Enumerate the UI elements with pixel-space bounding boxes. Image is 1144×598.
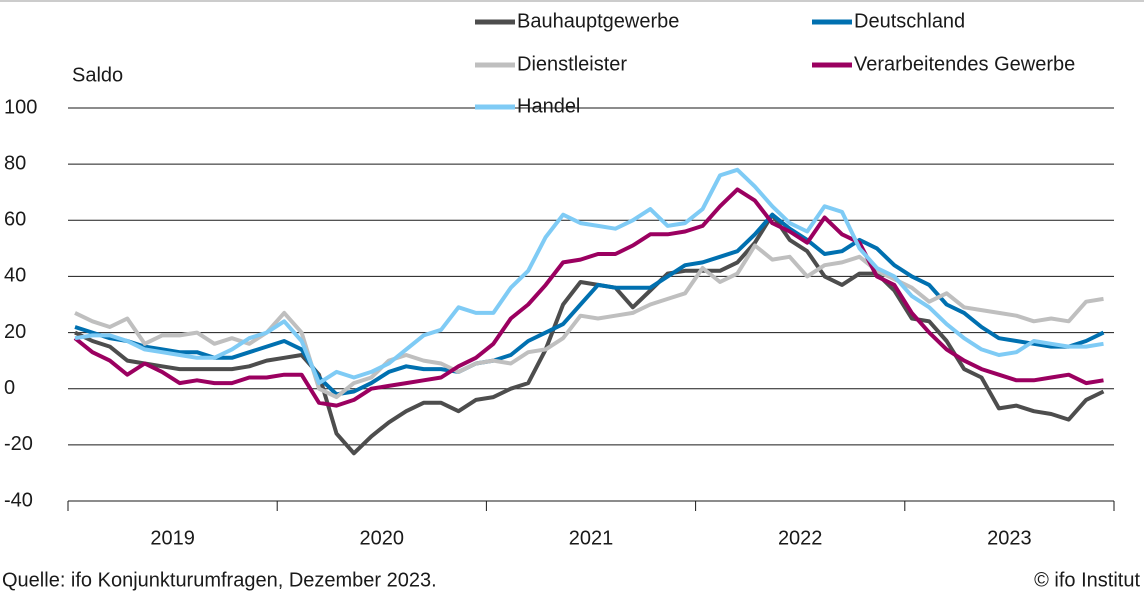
source: Quelle: ifo Konjunkturumfragen, Dezember… <box>2 569 437 591</box>
legend-label: Handel <box>517 95 580 117</box>
x-tick-label: 2022 <box>778 527 823 549</box>
x-tick-label: 2021 <box>569 527 614 549</box>
legend-label: Verarbeitendes Gewerbe <box>854 53 1075 75</box>
y-tick-label: -40 <box>4 489 33 511</box>
y-tick-label: 80 <box>4 152 26 174</box>
y-tick-label: 0 <box>4 377 15 399</box>
x-tick-label: 2023 <box>987 527 1032 549</box>
y-tick-label: 60 <box>4 209 26 231</box>
y-tick-label: 100 <box>4 96 37 118</box>
x-tick-label: 2019 <box>150 527 195 549</box>
x-tick-label: 2020 <box>360 527 405 549</box>
series-line <box>73 187 1104 408</box>
y-tick-label: 40 <box>4 265 26 287</box>
series-line <box>74 212 1105 397</box>
legend-label: Deutschland <box>854 10 965 32</box>
y-tick-label: 20 <box>4 321 26 343</box>
y-tick-label: -20 <box>4 433 33 455</box>
legend-label: Bauhauptgewerbe <box>517 10 679 32</box>
legend-label: Dienstleister <box>517 53 627 75</box>
series-line <box>74 212 1105 456</box>
credit: © ifo Institut <box>1034 569 1140 591</box>
series-line <box>74 243 1104 400</box>
series-line <box>74 167 1104 386</box>
y-axis-label: Saldo <box>72 64 123 86</box>
